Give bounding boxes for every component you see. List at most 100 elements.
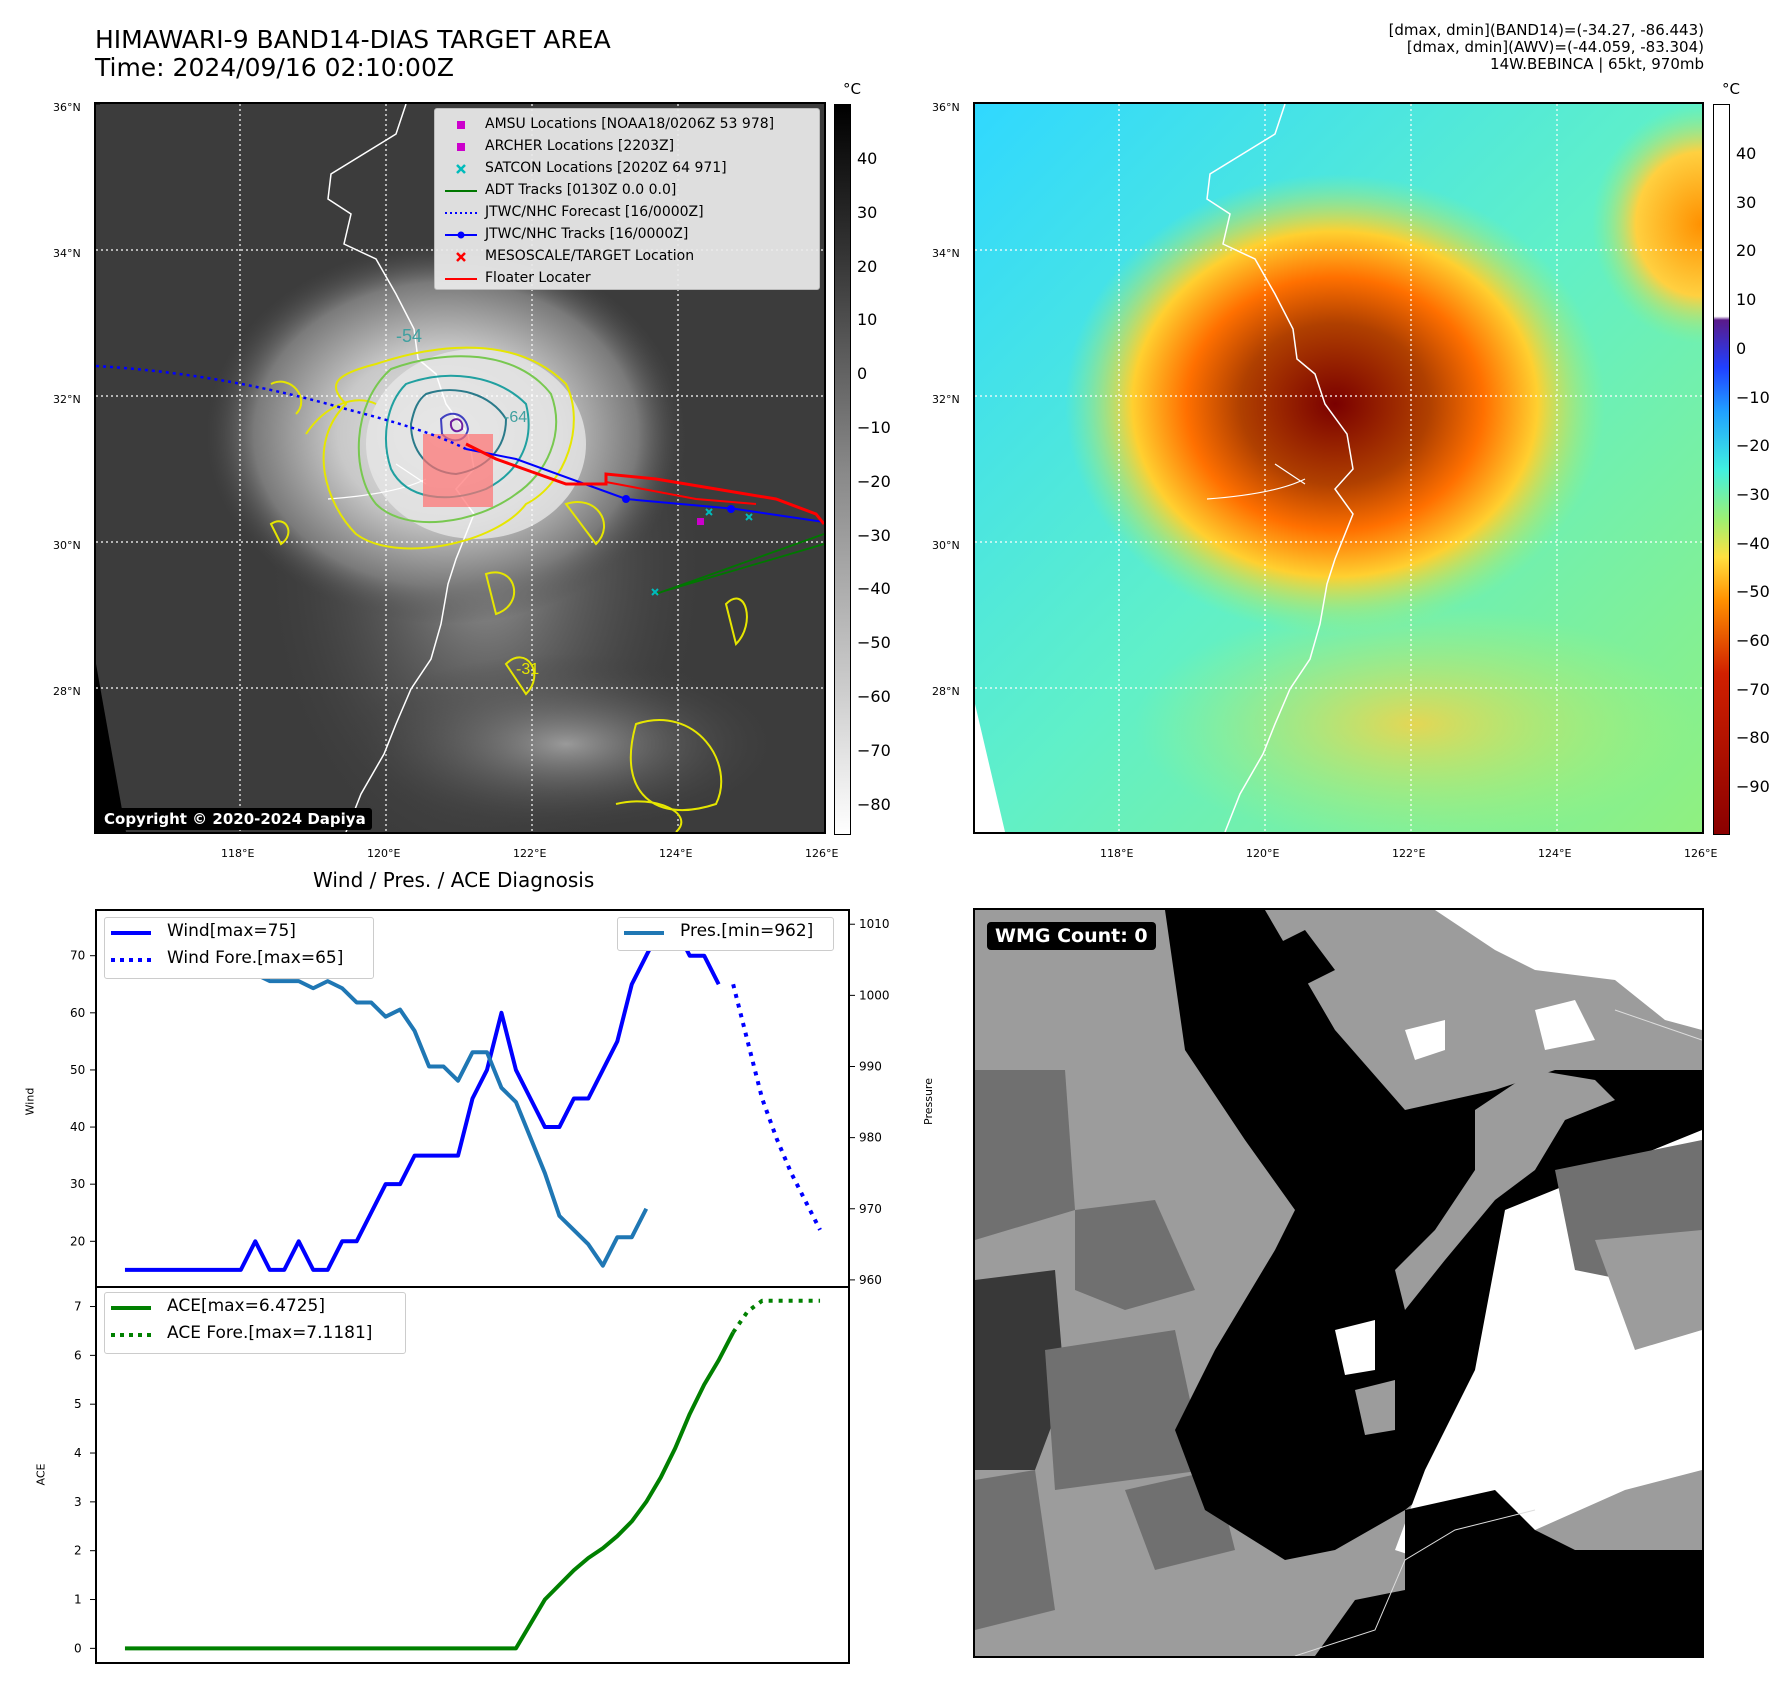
lat-label-36: 36°N (53, 101, 81, 114)
ace-plot-frame (95, 1286, 850, 1664)
wind-legend-label: Wind[max=75] (167, 921, 296, 941)
legend-label: AMSU Locations [NOAA18/0206Z 53 978] (485, 116, 775, 132)
colorbar-awv-unit: °C (1722, 80, 1740, 98)
ace-tick-label: 6 (74, 1348, 82, 1362)
pressure-legend-label: Pres.[min=962] (680, 921, 814, 941)
legend-label: ADT Tracks [0130Z 0.0 0.0] (485, 182, 677, 198)
lon-label-122: 122°E (513, 847, 547, 860)
legend-tracks-icon (445, 231, 477, 239)
legend-adt-icon (445, 190, 477, 192)
colorbar-awv-tick-2: 20 (1736, 241, 1757, 261)
title-line-1: HIMAWARI-9 BAND14-DIAS TARGET AREA (95, 25, 611, 54)
awv-map-image (975, 104, 1702, 832)
lon-label-118: 118°E (221, 847, 255, 860)
ace-tick-label: 3 (74, 1495, 82, 1509)
info-line-3: 14W.BEBINCA | 65kt, 970mb (1490, 55, 1704, 73)
pressure-legend: Pres.[min=962] (617, 917, 834, 951)
colorbar-gray-tick-0: 40 (857, 149, 878, 168)
pressure-tick-label: 970 (859, 1202, 882, 1216)
figure-info: [dmax, dmin](BAND14)=(-34.27, -86.443) [… (1389, 22, 1704, 73)
ace-legend-solid-icon (111, 1306, 151, 1310)
ace-tick-label: 2 (74, 1544, 82, 1558)
title-line-2: Time: 2024/09/16 02:10:00Z (95, 53, 454, 82)
colorbar-awv-tick-12: −80 (1736, 728, 1770, 748)
wmg-count-badge: WMG Count: 0 (987, 922, 1156, 950)
contour-label-1: -54 (396, 326, 422, 346)
wind-tick-label: 70 (70, 949, 85, 963)
ace-tick-label: 1 (74, 1593, 82, 1607)
pressure-tick-label: 1000 (859, 988, 890, 1002)
colorbar-gray-tick-10: −60 (857, 687, 891, 706)
colorbar-gray-tick-9: −50 (857, 633, 891, 653)
ace-tick-label: 4 (74, 1446, 82, 1460)
colorbar-gray-tick-8: −40 (857, 579, 891, 599)
colorbar-gray-tick-3: 10 (857, 310, 878, 330)
ace-tick-label: 7 (74, 1300, 82, 1314)
ace-forecast-legend-dotted-icon (111, 1333, 151, 1337)
awv-lon-label-124: 124°E (1538, 847, 1572, 860)
contour-label-3: -31 (516, 661, 539, 678)
colorbar-awv-tick-9: −50 (1736, 582, 1770, 602)
wind-forecast-legend-label: Wind Fore.[max=65] (167, 948, 344, 968)
lon-label-126: 126°E (805, 847, 839, 860)
legend-label: JTWC/NHC Tracks [16/0000Z] (485, 226, 689, 242)
wind-forecast-series-line (731, 983, 822, 1231)
wind-series-line (124, 925, 721, 1272)
wind-tick-label: 30 (70, 1177, 85, 1191)
awv-lon-label-120: 120°E (1246, 847, 1280, 860)
ace-forecast-series-line (731, 1298, 821, 1334)
awv-lat-label-36: 36°N (932, 101, 960, 114)
colorbar-awv-tick-6: −20 (1736, 436, 1770, 456)
awv-lon-label-118: 118°E (1100, 847, 1134, 860)
pressure-tick-label: 1010 (859, 917, 890, 931)
pressure-tick-label: 980 (859, 1131, 882, 1145)
ace-tick-label: 5 (74, 1397, 82, 1411)
lat-label-34: 34°N (53, 247, 81, 260)
colorbar-gray (834, 104, 851, 835)
colorbar-gray-tick-11: −70 (857, 740, 891, 760)
wind-legend: Wind[max=75] Wind Fore.[max=65] (104, 917, 374, 979)
legend-satcon-icon (456, 164, 466, 174)
colorbar-awv-tick-10: −60 (1736, 631, 1770, 650)
legend-label: ARCHER Locations [2203Z] (485, 138, 675, 154)
colorbar-awv-tick-11: −70 (1736, 679, 1770, 699)
info-line-2: [dmax, dmin](AWV)=(-44.059, -83.304) (1406, 38, 1704, 56)
ace-tick-label: 0 (74, 1641, 82, 1655)
awv-lon-label-126: 126°E (1684, 847, 1718, 860)
colorbar-awv-tick-8: −40 (1736, 533, 1770, 553)
awv-map-panel (973, 102, 1704, 834)
colorbar-gray-tick-12: −80 (857, 794, 891, 814)
wind-tick-label: 60 (70, 1006, 85, 1020)
colorbar-awv-tick-1: 30 (1736, 192, 1757, 212)
wmg-image (975, 910, 1702, 1656)
colorbar-gray-tick-4: 0 (857, 364, 868, 384)
colorbar-awv (1713, 104, 1730, 835)
legend-amsu-icon (457, 121, 465, 129)
colorbar-gray-tick-1: 30 (857, 202, 878, 222)
legend-floater-icon (445, 278, 477, 280)
diagnosis-title: Wind / Pres. / ACE Diagnosis (313, 868, 595, 892)
colorbar-gray-tick-7: −30 (857, 525, 891, 545)
ace-series-line (124, 1331, 735, 1651)
colorbar-awv-tick-13: −90 (1736, 777, 1770, 797)
wind-legend-solid-icon (111, 931, 151, 935)
wind-tick-label: 50 (70, 1063, 85, 1077)
legend-label: MESOSCALE/TARGET Location (485, 248, 695, 264)
pressure-tick-label: 960 (859, 1273, 882, 1287)
figure-title: HIMAWARI-9 BAND14-DIAS TARGET AREA Time:… (95, 26, 611, 82)
ir-map-panel: -54 -64 -31 AMSU Location (94, 102, 826, 834)
colorbar-awv-tick-7: −30 (1736, 484, 1770, 504)
lat-label-32: 32°N (53, 393, 81, 406)
awv-lat-label-28: 28°N (932, 685, 960, 698)
legend-forecast-icon (445, 212, 477, 214)
lon-label-124: 124°E (659, 847, 693, 860)
wind-tick-label: 20 (70, 1234, 85, 1248)
awv-lat-label-32: 32°N (932, 393, 960, 406)
awv-lat-label-30: 30°N (932, 539, 960, 552)
map-legend: AMSU Locations [NOAA18/0206Z 53 978] ARC… (434, 108, 820, 290)
lon-label-120: 120°E (367, 847, 401, 860)
colorbar-gray-unit: °C (843, 80, 861, 98)
legend-label: JTWC/NHC Forecast [16/0000Z] (485, 204, 704, 220)
pressure-tick-label: 990 (859, 1059, 882, 1073)
lat-label-30: 30°N (53, 539, 81, 552)
